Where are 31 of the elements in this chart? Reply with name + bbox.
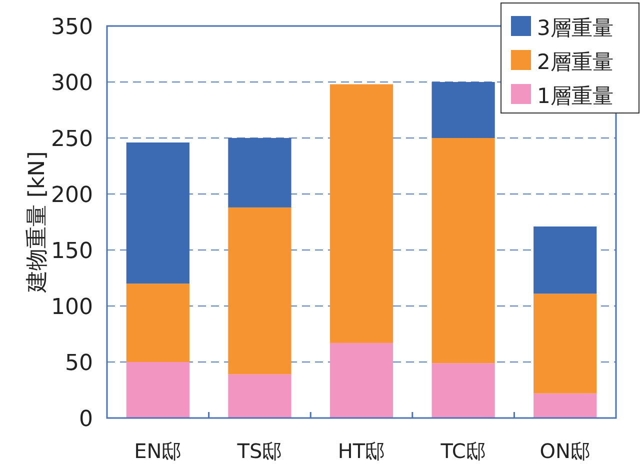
bar — [534, 393, 597, 418]
bar — [228, 207, 292, 374]
bar — [126, 284, 190, 362]
bar — [126, 362, 190, 418]
bar — [432, 138, 495, 364]
bar — [432, 82, 495, 138]
bar — [228, 138, 292, 208]
bar — [126, 142, 190, 284]
bar — [330, 84, 394, 343]
y-tick-label: 50 — [65, 351, 93, 376]
x-tick-label: HT邸 — [338, 439, 386, 463]
y-tick-label: 0 — [79, 407, 93, 432]
legend-label: 1層重量 — [537, 84, 614, 108]
y-axis-title: 建物重量 [kN] — [25, 151, 50, 294]
legend-label: 2層重量 — [537, 50, 614, 74]
y-tick-label: 150 — [51, 239, 93, 264]
bar — [534, 226, 597, 294]
y-tick-label: 350 — [51, 15, 93, 40]
x-tick-label: TC邸 — [440, 439, 486, 463]
y-tick-label: 200 — [51, 183, 93, 208]
bar — [228, 374, 292, 418]
y-tick-label: 250 — [51, 127, 93, 152]
bar — [330, 342, 394, 418]
y-tick-label: 300 — [51, 71, 93, 96]
bar — [432, 363, 495, 418]
x-tick-label: EN邸 — [134, 439, 182, 463]
bar — [534, 294, 597, 394]
legend-label: 3層重量 — [537, 16, 614, 40]
y-tick-label: 100 — [51, 295, 93, 320]
x-tick-label: ON邸 — [540, 439, 590, 463]
x-tick-label: TS邸 — [236, 439, 282, 463]
